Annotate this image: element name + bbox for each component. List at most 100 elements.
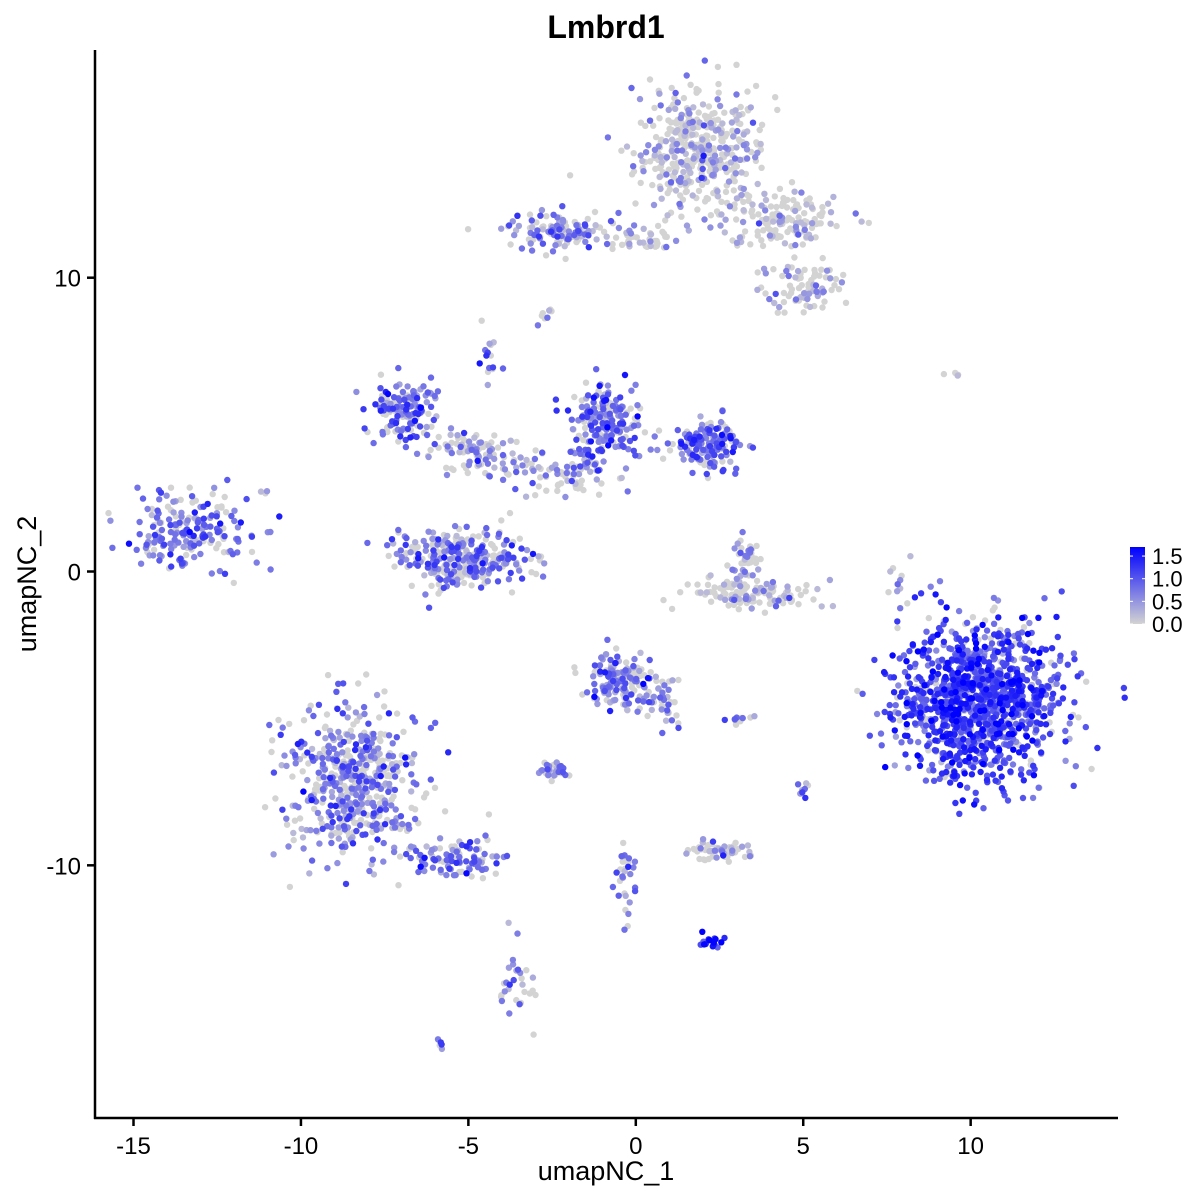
cell-point [494,444,502,451]
cell-point [544,766,551,773]
cell-point [634,708,641,715]
cell-point [1024,630,1032,638]
cell-point [637,152,644,159]
cell-point [609,883,617,891]
cell-point [384,390,392,398]
cell-point [429,535,436,543]
cell-point [1059,695,1067,702]
cell-point [711,584,718,591]
cell-point [1062,757,1069,764]
cell-point [522,493,530,500]
cell-point [423,542,430,549]
cell-point [678,159,685,166]
cell-point [380,703,388,710]
cell-point [474,838,481,845]
cell-point [1072,763,1080,770]
cell-point [477,584,485,591]
cell-point [397,433,404,440]
cell-point [423,843,430,850]
cell-point [489,564,496,571]
cell-point [591,680,598,688]
cell-point [895,710,902,717]
cell-point [447,425,455,432]
cell-point [908,685,916,693]
cell-point [221,533,228,540]
cell-point [921,639,928,646]
cell-point [792,223,800,230]
cell-point [425,410,432,417]
cell-point [739,714,746,722]
cell-point [907,738,914,745]
cell-point [414,562,422,569]
cell-point [157,489,165,496]
cell-point [579,691,586,698]
cell-point [1048,645,1056,652]
cell-point [737,103,744,111]
cell-point [591,662,599,669]
cell-point [652,673,659,680]
cell-point [922,777,930,784]
x-tick-label: 10 [957,1133,984,1160]
cell-point [216,567,224,575]
cell-point [725,602,732,609]
cell-point [281,752,288,759]
cell-point [421,867,428,875]
cell-point [214,529,221,536]
cell-point [1008,679,1015,686]
cell-point [547,228,555,235]
cell-point [191,553,198,561]
cell-point [700,856,707,863]
cell-point [749,119,757,126]
cell-point [448,465,455,472]
cell-point [689,192,696,199]
cell-point [507,569,514,577]
cell-point [167,521,174,529]
cell-point [770,266,777,273]
cell-point [323,711,331,718]
cell-point [253,559,260,566]
cell-point [952,697,960,705]
cell-point [674,426,681,434]
cell-point [380,402,387,410]
cell-point [485,811,493,818]
cell-point [984,666,991,674]
cell-point [675,724,682,732]
cell-point [168,545,175,553]
cell-point [819,254,826,262]
cell-point [763,580,770,588]
cell-point [326,727,334,734]
cell-point [670,174,678,181]
cell-point [620,839,627,847]
cell-point [353,791,360,799]
cell-point [983,627,991,634]
cell-point [1016,641,1024,648]
cell-point [972,755,979,763]
cell-point [411,417,419,424]
cell-point [411,751,418,758]
cell-point [936,728,944,735]
cell-point [486,340,493,347]
cell-point [992,720,1000,727]
cell-point [509,961,517,968]
cell-point [596,414,603,421]
cell-point [109,544,116,551]
cell-point [277,731,284,738]
cell-point [615,224,623,232]
cell-point [1034,664,1041,672]
cell-point [706,427,713,434]
cell-point [267,566,274,573]
cell-point [657,154,664,161]
cell-point [622,680,629,687]
cell-point [657,694,664,701]
cell-point [564,236,572,243]
cell-point [362,831,369,838]
cell-point [1017,771,1025,778]
cell-point [894,588,901,595]
cell-point [591,687,599,695]
cell-point [719,407,726,415]
cell-point [499,476,507,483]
cell-point [790,196,797,204]
cell-point [423,423,430,431]
cell-point [377,371,385,378]
cell-point [400,728,407,735]
